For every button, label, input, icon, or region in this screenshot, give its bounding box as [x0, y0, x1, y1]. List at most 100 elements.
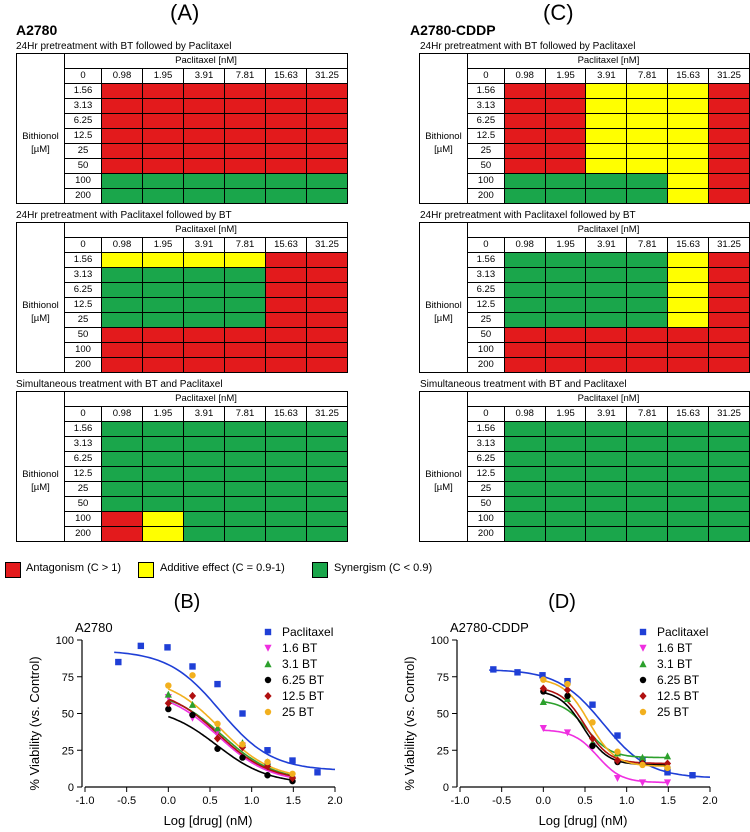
y-tick-label: 25 — [437, 745, 449, 757]
ci-cell — [142, 113, 184, 129]
ci-cell — [306, 511, 348, 527]
ci-cell — [101, 451, 143, 467]
ci-cell — [503, 357, 546, 373]
pac-dose-cell: 31.25 — [306, 406, 348, 422]
pac-dose-cell: 15.63 — [265, 406, 307, 422]
ci-cell — [265, 496, 307, 512]
ci-cell — [585, 158, 628, 174]
bt-dose-cell: 200 — [64, 357, 102, 373]
ci-cell — [265, 113, 307, 129]
x-tick-label: -1.0 — [451, 795, 470, 807]
data-point — [639, 692, 647, 700]
pac-dose-cell: 0.98 — [503, 237, 546, 253]
data-point — [214, 680, 221, 688]
ci-cell — [101, 526, 143, 542]
ci-cell — [708, 282, 750, 298]
blank-corner — [419, 53, 468, 84]
data-point — [264, 676, 272, 684]
fit-curve — [114, 651, 336, 771]
x-tick-label: 1.0 — [619, 795, 634, 807]
ci-table-c-3: Paclitaxel [nM] 0 0.98 1.95 3.91 7.81 15.63 31.… — [419, 391, 750, 542]
ci-cell — [224, 511, 266, 527]
bt-dose-cell: 1.56 — [466, 421, 505, 437]
table-row: 200 — [420, 526, 750, 542]
x-tick-label: 0.5 — [577, 795, 592, 807]
ci-cell — [183, 83, 225, 99]
ci-cell — [544, 496, 587, 512]
bt-dose-cell: 50 — [466, 327, 505, 343]
ci-cell — [265, 526, 307, 542]
data-point — [164, 644, 171, 651]
ci-cell — [306, 98, 348, 114]
data-point — [264, 692, 272, 700]
ci-cell — [708, 466, 750, 482]
data-point — [264, 644, 272, 652]
bt-dose-cell: 12.5 — [64, 297, 102, 313]
table-row: Bithionol [µM] 1.56 — [419, 252, 750, 373]
table-row: 12.5 — [17, 128, 348, 144]
data-point — [188, 700, 197, 708]
ci-cell — [306, 451, 348, 467]
ci-cell — [544, 267, 587, 283]
ci-cell — [224, 312, 266, 328]
ci-cell — [101, 312, 143, 328]
ci-cell — [626, 312, 669, 328]
table-row: 3.13 — [17, 267, 348, 283]
table-row: 50 — [17, 327, 348, 343]
ci-cell — [667, 436, 710, 452]
ci-cell — [183, 526, 225, 542]
ci-cell — [306, 357, 348, 373]
ci-cell — [101, 83, 143, 99]
ci-cell — [708, 327, 750, 343]
data-point — [689, 772, 696, 779]
ci-cell — [626, 158, 669, 174]
ci-cell — [224, 252, 266, 268]
ci-cell — [544, 143, 587, 159]
ci-cell — [265, 421, 307, 437]
ci-cell — [306, 252, 348, 268]
table-row: 6.25 — [17, 451, 348, 467]
table-row: 100 — [420, 173, 750, 189]
ci-cell — [265, 342, 307, 358]
ci-cell — [503, 98, 546, 114]
table-row: 3.13 — [17, 436, 348, 452]
x-tick-label: 1.5 — [286, 795, 301, 807]
pac-dose-cell: 1.95 — [142, 237, 184, 253]
ci-cell — [503, 342, 546, 358]
ci-cell — [265, 481, 307, 497]
ci-cell — [183, 173, 225, 189]
ci-cell — [708, 481, 750, 497]
ci-cell — [503, 481, 546, 497]
ci-cell — [265, 267, 307, 283]
data-point — [639, 761, 646, 769]
ci-cell — [585, 173, 628, 189]
pac-dose-cell: 15.63 — [667, 406, 710, 422]
data-point — [264, 660, 272, 668]
legend-entry: 12.5 BT — [282, 689, 325, 703]
bt-dose-cell: 3.13 — [466, 267, 505, 283]
x-axis-label: Log [drug] (nM) — [539, 813, 628, 828]
pac-dose-cell: 31.25 — [708, 68, 750, 84]
data-point — [214, 745, 221, 752]
ci-cell — [265, 312, 307, 328]
table-row: 6.25 — [17, 113, 348, 129]
data-point — [563, 729, 572, 737]
bt-dose-cell: 50 — [64, 158, 102, 174]
ci-cell — [306, 83, 348, 99]
data-point — [639, 644, 647, 652]
ci-cell — [585, 357, 628, 373]
ci-cell — [503, 312, 546, 328]
ci-cell — [626, 496, 669, 512]
data-point — [264, 758, 271, 766]
ci-cell — [708, 98, 750, 114]
ci-cell — [667, 267, 710, 283]
ci-cell — [142, 297, 184, 313]
ci-cell — [708, 252, 750, 268]
ci-cell — [667, 173, 710, 189]
ci-cell — [306, 173, 348, 189]
ci-cell — [667, 312, 710, 328]
ci-cell — [544, 188, 587, 204]
data-point — [239, 741, 246, 748]
ci-cell — [306, 143, 348, 159]
ci-cell — [503, 113, 546, 129]
